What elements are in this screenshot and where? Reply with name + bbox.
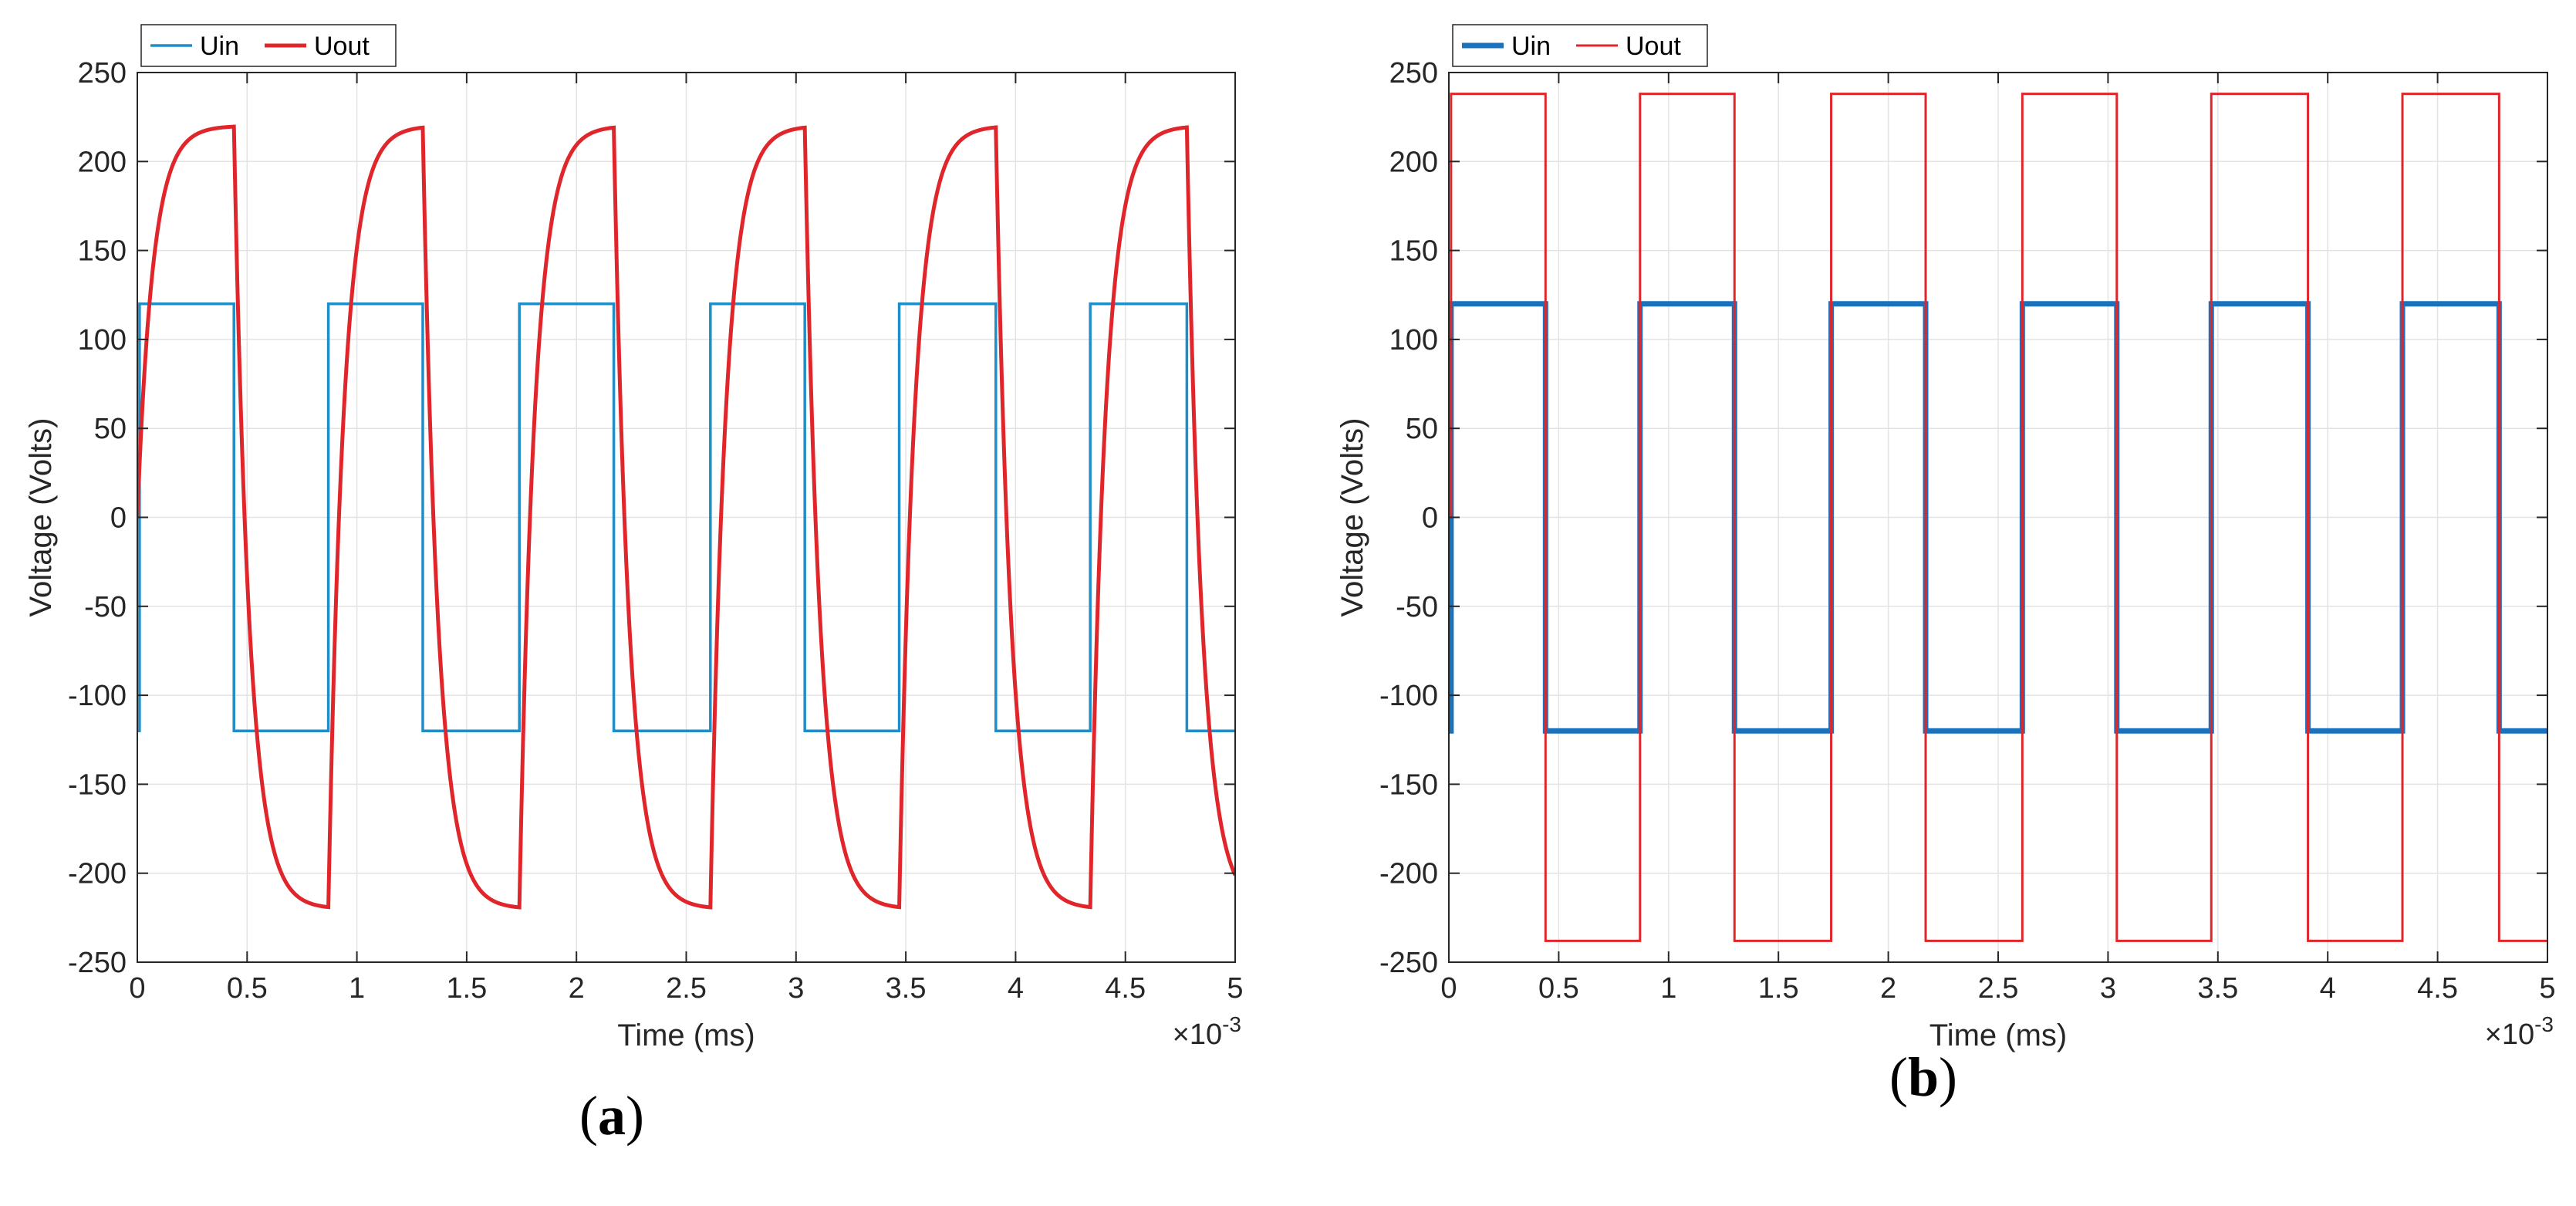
x-exponent-base: ×10 bbox=[2485, 1019, 2534, 1051]
y-tick-label: 200 bbox=[1389, 146, 1438, 178]
legend-label-uin: Uin bbox=[200, 32, 239, 61]
y-tick-label: 250 bbox=[78, 57, 127, 90]
legend-label-uin: Uin bbox=[1511, 32, 1551, 61]
x-exponent-base: ×10 bbox=[1173, 1019, 1222, 1051]
x-tick-label: 4 bbox=[2320, 972, 2336, 1005]
x-tick-label: 0 bbox=[1440, 972, 1457, 1005]
x-tick-label: 0.5 bbox=[227, 972, 268, 1005]
legend: Uin Uout bbox=[1452, 24, 1708, 67]
y-tick-label: -50 bbox=[1396, 591, 1438, 623]
y-tick-label: -150 bbox=[1379, 769, 1438, 801]
x-exponent-label: ×10-3 bbox=[2485, 1012, 2554, 1051]
panel-caption-b: (b) bbox=[1889, 1046, 1957, 1108]
x-tick-label: 3.5 bbox=[2197, 972, 2238, 1005]
legend-label-uout: Uout bbox=[1626, 32, 1681, 61]
x-tick-label: 5 bbox=[1227, 972, 1243, 1005]
y-tick-label: 0 bbox=[110, 502, 127, 535]
x-tick-label: 4.5 bbox=[1105, 972, 1146, 1005]
series-line-uout bbox=[137, 124, 1235, 910]
legend-label-uout: Uout bbox=[314, 32, 370, 61]
x-exponent-power: -3 bbox=[2534, 1012, 2554, 1036]
y-tick-label: -100 bbox=[1379, 680, 1438, 712]
x-axis-label: Time (ms) bbox=[617, 1019, 755, 1052]
x-tick-label: 3.5 bbox=[886, 972, 927, 1005]
y-tick-label: -250 bbox=[1379, 947, 1438, 979]
x-tick-label: 0 bbox=[129, 972, 145, 1005]
x-axis-label: Time (ms) bbox=[1929, 1019, 2067, 1052]
x-tick-label: 0.5 bbox=[1538, 972, 1579, 1005]
x-tick-label: 1 bbox=[349, 972, 365, 1005]
y-tick-label: 150 bbox=[1389, 235, 1438, 268]
y-tick-label: 50 bbox=[1406, 413, 1438, 445]
series-line-uin bbox=[1449, 301, 2547, 734]
y-tick-label: -150 bbox=[68, 769, 127, 801]
y-tick-label: 150 bbox=[78, 235, 127, 268]
x-tick-label: 1.5 bbox=[1758, 972, 1799, 1005]
series-line-uin bbox=[137, 302, 1235, 732]
y-axis-label: Voltage (Volts) bbox=[1335, 418, 1369, 617]
x-tick-label: 4.5 bbox=[2417, 972, 2458, 1005]
y-tick-label: 250 bbox=[1389, 57, 1438, 90]
y-tick-label: 50 bbox=[94, 413, 127, 445]
y-tick-label: 100 bbox=[1389, 324, 1438, 356]
panel-caption-a: (a) bbox=[579, 1085, 644, 1147]
y-tick-label: 100 bbox=[78, 324, 127, 356]
y-tick-label: 0 bbox=[1422, 502, 1438, 535]
chart-panel-a: 0 0.5 1 1.5 2 2.5 3 3.5 4 4.5 5 250 200 150 100 50 0 -50 -… bbox=[24, 24, 1244, 1052]
panel-label-b: b bbox=[1908, 1046, 1939, 1108]
y-axis-label: Voltage (Volts) bbox=[24, 418, 58, 617]
x-exponent-power: -3 bbox=[1222, 1012, 1241, 1036]
y-tick-label: -200 bbox=[1379, 858, 1438, 890]
y-tick-label: -250 bbox=[68, 947, 127, 979]
x-tick-label: 5 bbox=[2539, 972, 2555, 1005]
y-tick-label: -100 bbox=[68, 680, 127, 712]
x-tick-label: 1.5 bbox=[446, 972, 487, 1005]
panel-label-a: a bbox=[598, 1085, 626, 1147]
x-tick-label: 2.5 bbox=[1978, 972, 2019, 1005]
y-tick-label: 200 bbox=[78, 146, 127, 178]
y-tick-label: -200 bbox=[68, 858, 127, 890]
x-tick-label: 2 bbox=[1880, 972, 1896, 1005]
y-tick-label: -50 bbox=[84, 591, 127, 623]
x-tick-label: 3 bbox=[788, 972, 804, 1005]
x-tick-label: 1 bbox=[1660, 972, 1676, 1005]
chart-panel-b: 0 0.5 1 1.5 2 2.5 3 3.5 4 4.5 5 250 200 150 100 50 0 -50 -… bbox=[1335, 24, 2556, 1052]
legend: Uin Uout bbox=[140, 24, 397, 67]
x-tick-label: 2.5 bbox=[666, 972, 707, 1005]
x-exponent-label: ×10-3 bbox=[1173, 1012, 1241, 1051]
x-tick-label: 4 bbox=[1008, 972, 1024, 1005]
x-tick-label: 3 bbox=[2100, 972, 2116, 1005]
series-line-uout bbox=[1449, 93, 2547, 942]
x-tick-label: 2 bbox=[569, 972, 585, 1005]
